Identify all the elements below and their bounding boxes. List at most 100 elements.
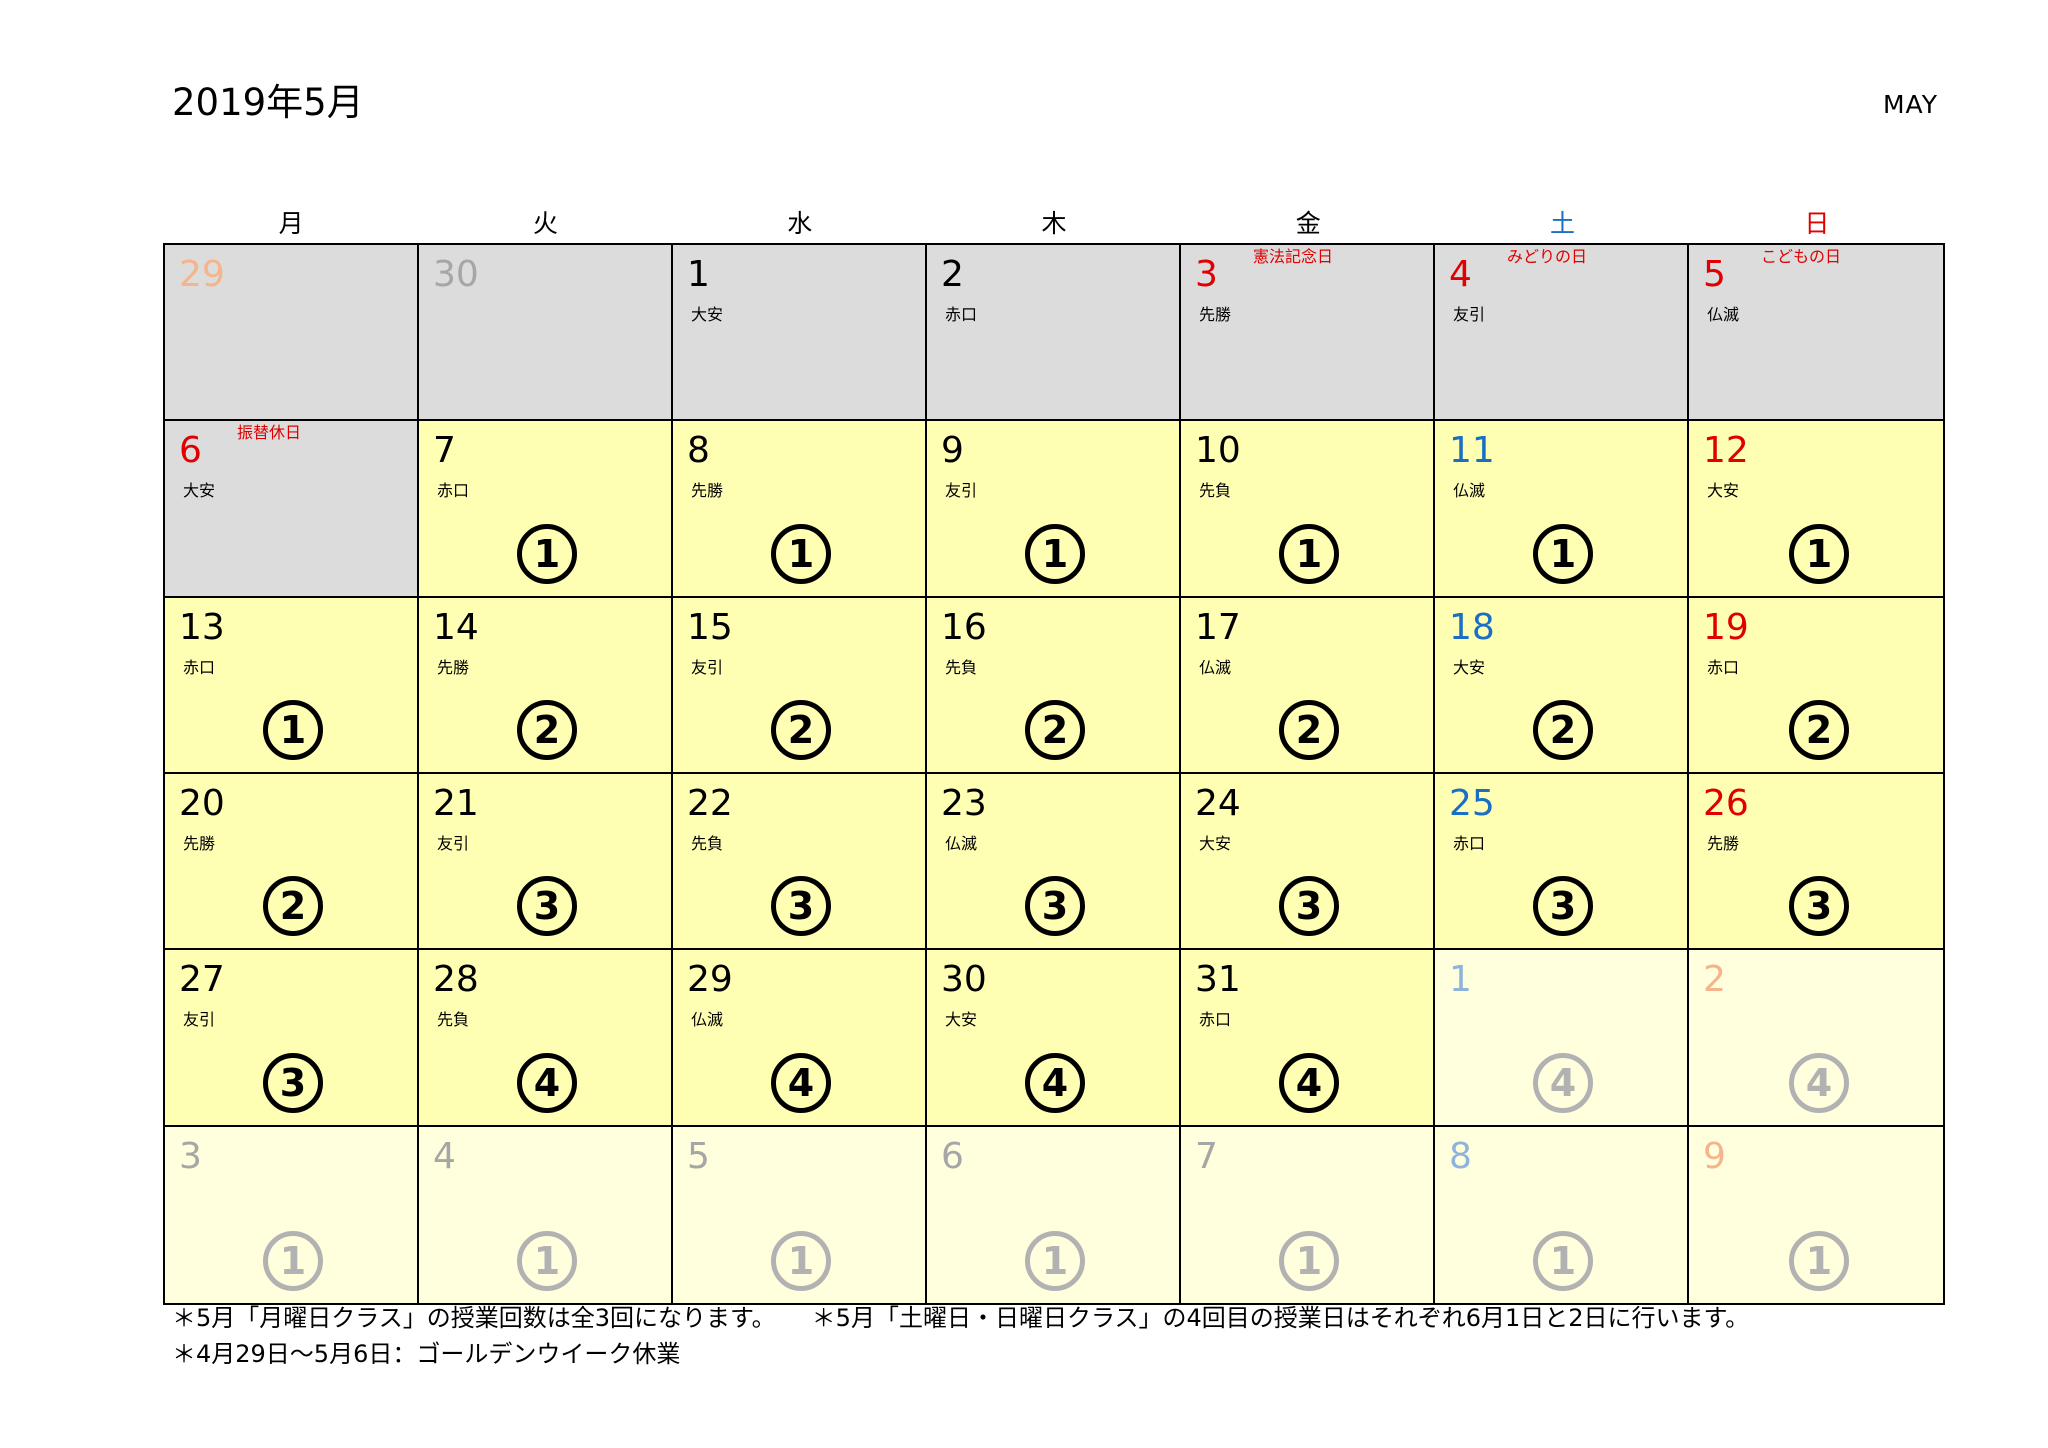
- lesson-number-badge: 1: [1279, 1230, 1339, 1291]
- lesson-number-badge: 3: [1789, 876, 1849, 937]
- day-number: 20: [179, 782, 225, 824]
- calendar-day-cell[interactable]: 23 仏滅 3: [927, 773, 1181, 951]
- calendar-day-cell[interactable]: 9 友引 1: [927, 421, 1181, 598]
- rokuyo-label: 大安: [691, 305, 724, 324]
- calendar-day-cell[interactable]: 18 大安 2: [1435, 597, 1689, 774]
- calendar-day-cell[interactable]: 8 先勝 1: [673, 421, 927, 598]
- rokuyo-label: 大安: [1707, 481, 1740, 501]
- rokuyo-label: 友引: [183, 1010, 216, 1030]
- calendar-day-cell[interactable]: 30: [419, 245, 673, 422]
- footnote-golden-week: ＊4月29日～5月6日：ゴールデンウイーク休業: [172, 1340, 681, 1368]
- calendar-day-cell[interactable]: 6 振替休日 大安: [165, 421, 419, 598]
- calendar-day-cell[interactable]: 25 赤口 3: [1435, 773, 1689, 951]
- calendar-day-cell[interactable]: 3 憲法記念日 先勝: [1181, 245, 1435, 422]
- calendar-day-cell[interactable]: 19 赤口 2: [1689, 597, 1943, 774]
- month-english-label: MAY: [1882, 90, 1938, 119]
- lesson-number-badge: 1: [771, 1230, 831, 1291]
- lesson-number-badge: 1: [263, 699, 323, 760]
- day-number: 9: [941, 430, 964, 472]
- day-number: 7: [1195, 1135, 1218, 1177]
- day-number: 18: [1449, 606, 1495, 648]
- footnote-monday-class: ＊5月「月曜日クラス」の授業回数は全3回になります。: [172, 1304, 776, 1332]
- calendar-day-cell[interactable]: 2 赤口: [927, 245, 1181, 422]
- day-number: 23: [941, 782, 987, 824]
- lesson-number-badge: 4: [517, 1052, 577, 1113]
- day-number: 2: [1703, 959, 1726, 1001]
- footnote-weekend-class: ＊5月「土曜日・日曜日クラス」の4回目の授業日はそれぞれ6月1日と2日に行います…: [811, 1304, 1750, 1332]
- day-number: 31: [1195, 959, 1241, 1001]
- rokuyo-label: 先勝: [1199, 305, 1232, 324]
- lesson-number-badge: 2: [517, 699, 577, 760]
- rokuyo-label: 仏滅: [1707, 305, 1740, 324]
- day-number: 4: [433, 1135, 456, 1177]
- calendar-day-cell[interactable]: 14 先勝 2: [419, 597, 673, 774]
- page-title: 2019年5月: [172, 81, 364, 124]
- weekday-label: 金: [1295, 209, 1321, 238]
- rokuyo-label: 友引: [437, 833, 470, 853]
- calendar-day-cell[interactable]: 16 先負 2: [927, 597, 1181, 774]
- day-number: 6: [179, 430, 202, 472]
- day-number: 29: [179, 254, 225, 295]
- calendar-day-cell[interactable]: 12 大安 1: [1689, 421, 1943, 598]
- lesson-number-badge: 1: [1533, 1230, 1593, 1291]
- day-number: 13: [179, 606, 225, 648]
- lesson-number-badge: 4: [1533, 1052, 1593, 1113]
- calendar-day-cell[interactable]: 4 みどりの日 友引: [1435, 245, 1689, 422]
- weekday-label: 日: [1804, 209, 1830, 238]
- day-number: 25: [1449, 782, 1495, 824]
- weekday-label: 水: [787, 209, 813, 238]
- holiday-name: こどもの日: [1761, 247, 1842, 266]
- rokuyo-label: 先勝: [1707, 833, 1740, 853]
- calendar-day-cell[interactable]: 26 先勝 3: [1689, 773, 1943, 951]
- calendar-day-cell[interactable]: 20 先勝 2: [165, 773, 419, 951]
- day-number: 30: [433, 254, 479, 295]
- weekday-header-row: 月火水木金土日: [164, 206, 1944, 242]
- calendar-day-cell[interactable]: 30 大安 4: [927, 950, 1181, 1127]
- calendar-day-cell[interactable]: 29: [165, 245, 419, 422]
- lesson-number-badge: 4: [1789, 1052, 1849, 1113]
- lesson-number-badge: 1: [1025, 1230, 1085, 1291]
- lesson-number-badge: 1: [1279, 523, 1339, 584]
- day-number: 4: [1449, 254, 1472, 295]
- rokuyo-label: 先勝: [691, 481, 724, 501]
- lesson-number-badge: 4: [771, 1052, 831, 1113]
- footnotes: ＊5月「月曜日クラス」の授業回数は全3回になります。 ＊5月「土曜日・日曜日クラス…: [172, 1300, 1749, 1372]
- calendar-day-cell[interactable]: 13 赤口 1: [165, 597, 419, 774]
- calendar-day-cell[interactable]: 27 友引 3: [165, 950, 419, 1127]
- calendar-day-cell[interactable]: 28 先負 4: [419, 950, 673, 1127]
- calendar-day-cell[interactable]: 21 友引 3: [419, 773, 673, 951]
- calendar-day-cell[interactable]: 31 赤口 4: [1181, 950, 1435, 1127]
- day-number: 24: [1195, 782, 1241, 824]
- day-number: 30: [941, 959, 987, 1001]
- rokuyo-label: 友引: [691, 657, 724, 677]
- rokuyo-label: 友引: [945, 481, 978, 501]
- weekday-label: 木: [1041, 209, 1067, 238]
- calendar-day-cell[interactable]: 24 大安 3: [1181, 773, 1435, 951]
- calendar-day-cell[interactable]: 29 仏滅 4: [673, 950, 927, 1127]
- weekday-label: 火: [532, 209, 558, 238]
- calendar-day-cell[interactable]: 5 こどもの日 仏滅: [1689, 245, 1943, 422]
- calendar-day-cell[interactable]: 10 先負 1: [1181, 421, 1435, 598]
- lesson-number-badge: 2: [1279, 699, 1339, 760]
- calendar-day-cell[interactable]: 1 大安: [673, 245, 927, 422]
- calendar-day-cell[interactable]: 22 先負 3: [673, 773, 927, 951]
- calendar-day-cell[interactable]: 7 赤口 1: [419, 421, 673, 598]
- day-number: 26: [1703, 782, 1749, 824]
- lesson-number-badge: 1: [1025, 523, 1085, 584]
- calendar-day-cell[interactable]: 15 友引 2: [673, 597, 927, 774]
- rokuyo-label: 赤口: [1199, 1010, 1232, 1030]
- calendar-day-cell[interactable]: 11 仏滅 1: [1435, 421, 1689, 598]
- day-number: 5: [687, 1135, 710, 1177]
- lesson-number-badge: 4: [1025, 1052, 1085, 1113]
- calendar-day-cell[interactable]: 17 仏滅 2: [1181, 597, 1435, 774]
- lesson-number-badge: 4: [1279, 1052, 1339, 1113]
